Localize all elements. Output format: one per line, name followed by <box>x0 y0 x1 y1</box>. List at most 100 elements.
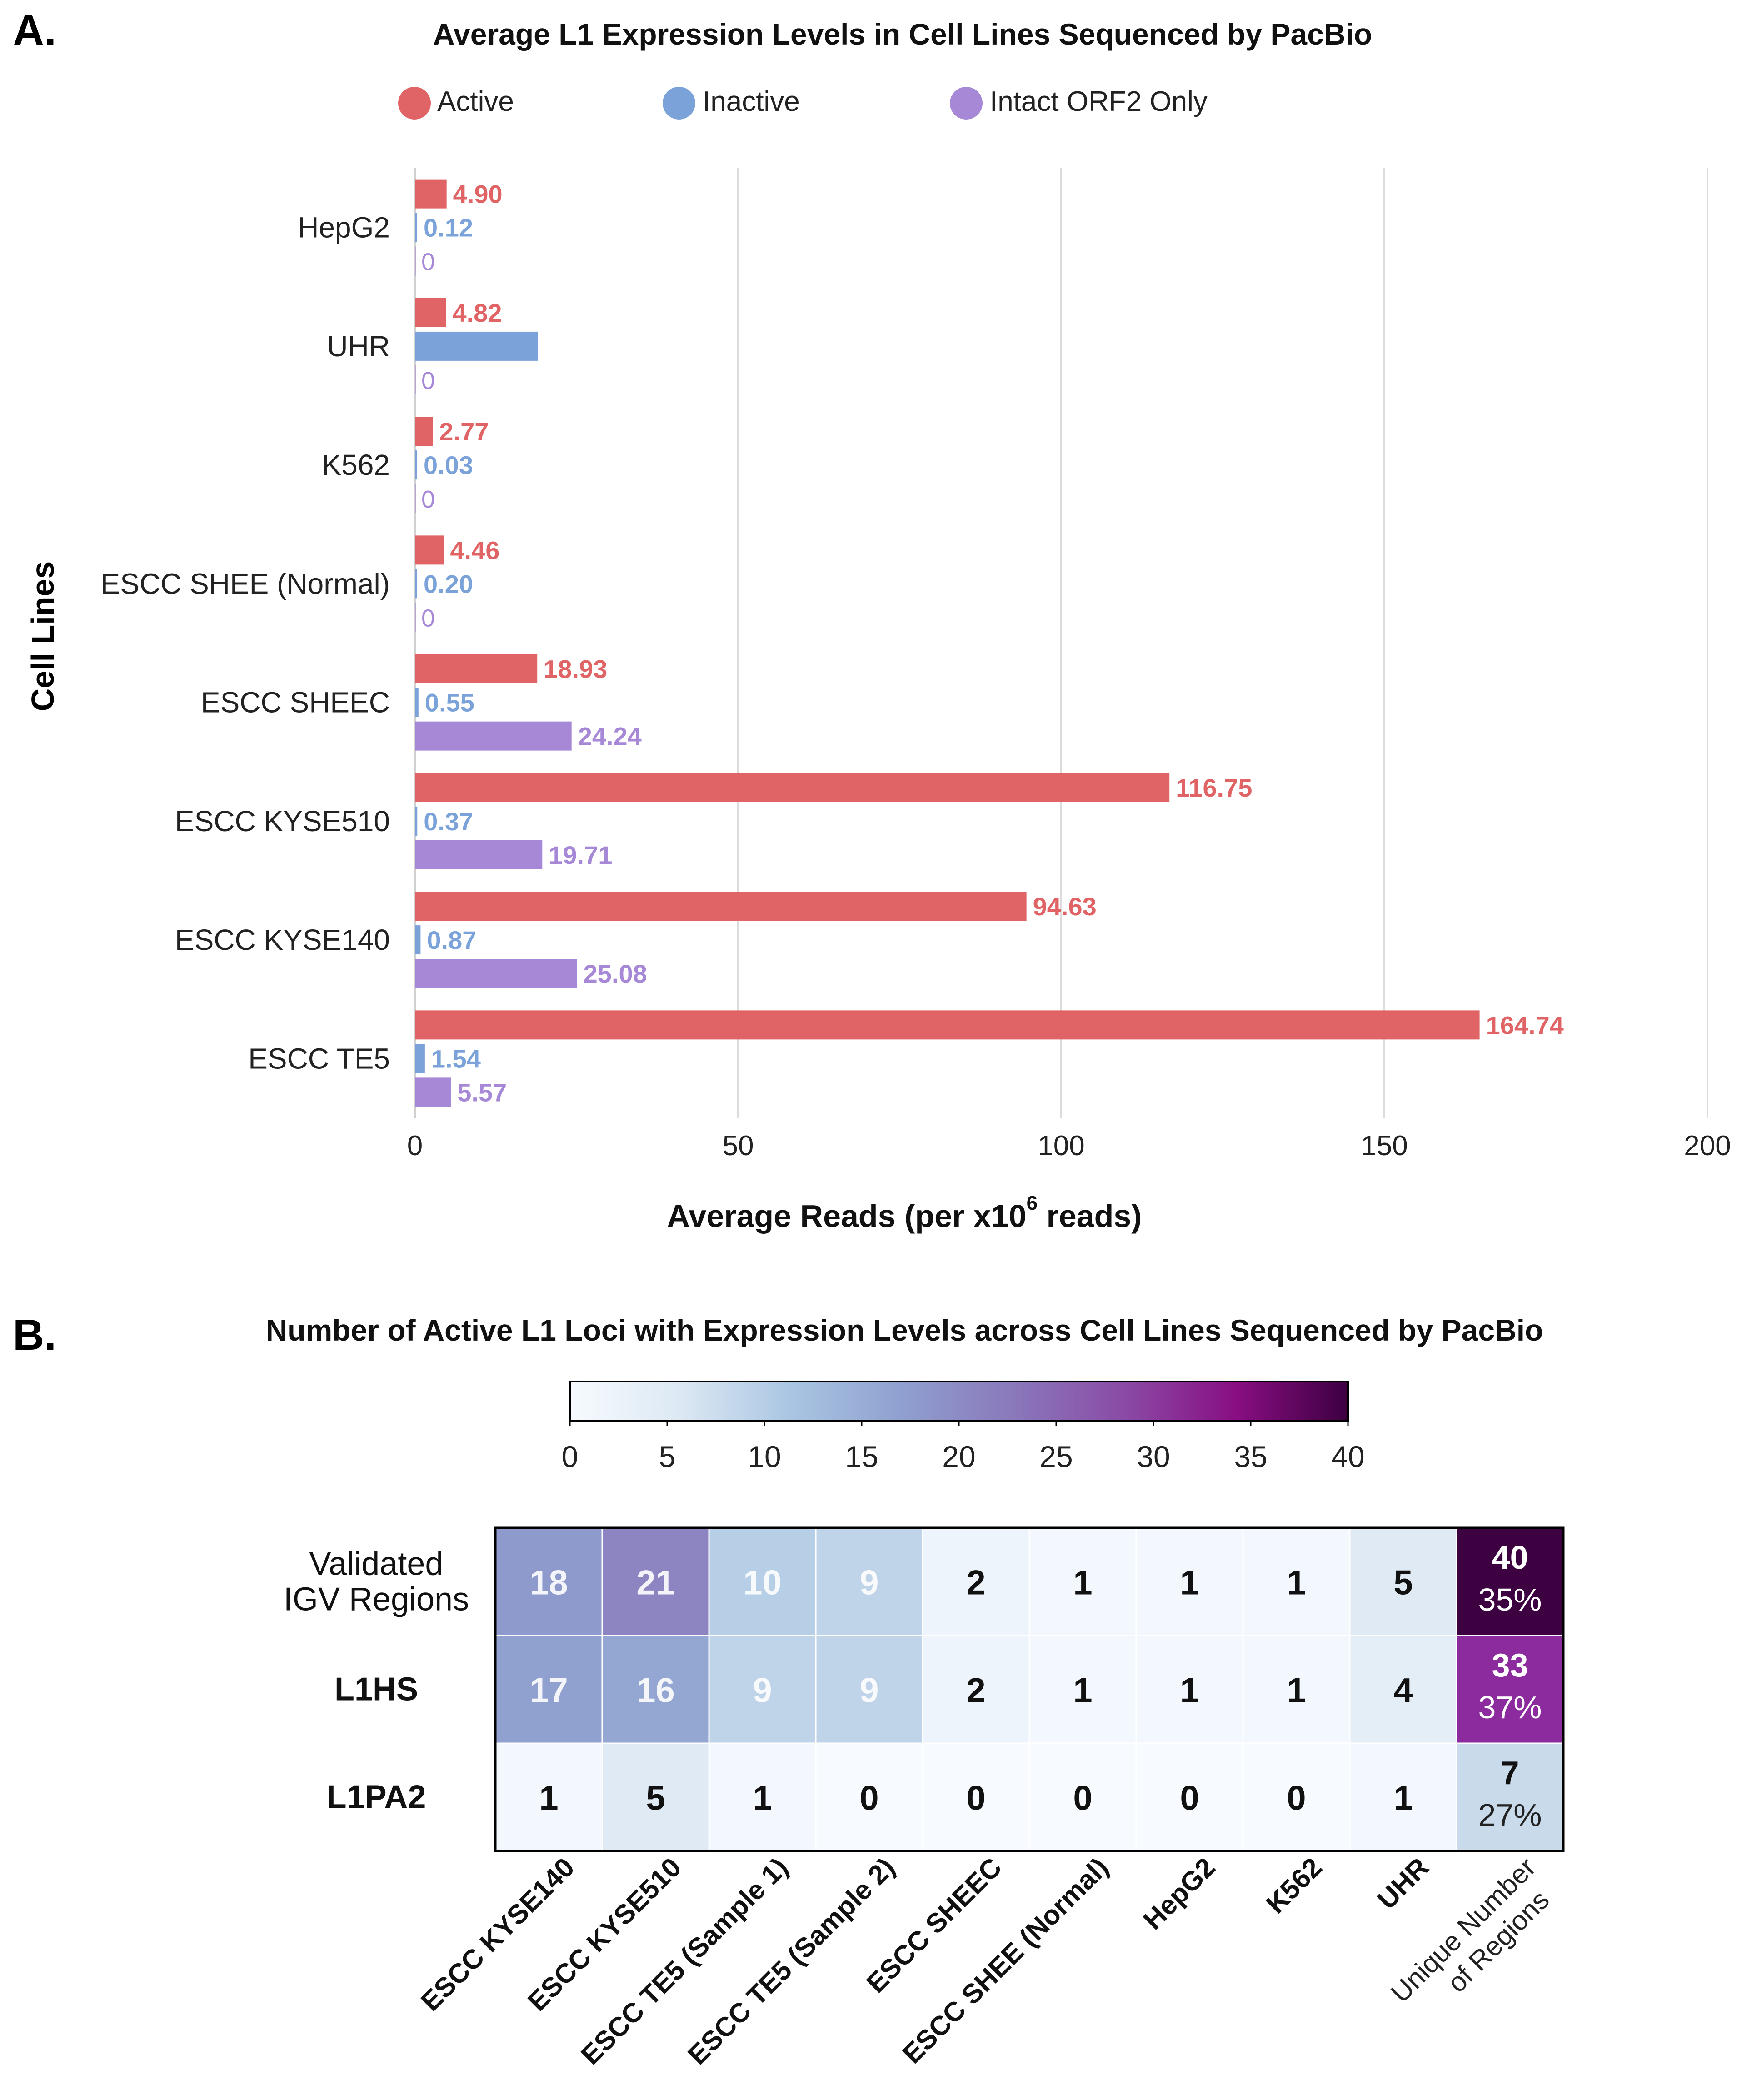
legend-swatch-active <box>398 87 431 120</box>
data-label-inactive-escc-kyse510: 0.37 <box>424 807 473 836</box>
heatmap-cell <box>494 1742 603 1852</box>
heatmap-cell-value: 1 <box>1287 1671 1306 1710</box>
data-label-inactive-escc-te5: 1.54 <box>431 1044 481 1073</box>
category-label-hepg2: HepG2 <box>298 211 390 244</box>
column-label-escc-te5-sample-2: ESCC TE5 (Sample 2) <box>682 1852 900 2070</box>
heatmap-cell <box>815 1635 923 1744</box>
colorbar-tick-labels: 0 5 10 15 20 25 30 35 40 <box>562 1421 1365 1473</box>
heatmap-cell-value: 2 <box>966 1671 985 1710</box>
heatmap-cell-value: 5 <box>1393 1564 1413 1602</box>
x-tick-label-50: 50 <box>723 1130 754 1162</box>
data-label-inactive-k562: 0.03 <box>424 451 473 479</box>
row-label-igv-regions: IGV Regions <box>284 1581 469 1618</box>
data-label-intact-orf2-only-escc-shee-normal: 0 <box>421 604 435 632</box>
bar-intact-orf2-only-escc-te5 <box>415 1077 451 1107</box>
heatmap-cell-value: 0 <box>1287 1779 1306 1818</box>
summary-cell <box>1456 1742 1564 1852</box>
column-label-k562: K562 <box>1260 1852 1328 1920</box>
chart-a-x-tick-labels: 0 50 100 150 200 <box>407 1130 1731 1162</box>
data-label-active-escc-sheec: 18.93 <box>544 655 607 683</box>
heatmap-cell-value: 5 <box>646 1779 665 1818</box>
bar-inactive-escc-te5 <box>415 1044 425 1073</box>
legend-swatch-inactive <box>663 87 695 120</box>
colorbar-tick-label-10: 10 <box>748 1440 781 1473</box>
bar-inactive-escc-shee-normal <box>415 569 417 599</box>
colorbar-tick-label-20: 20 <box>942 1440 975 1473</box>
data-label-active-k562: 2.77 <box>439 417 489 446</box>
heatmap-cell <box>1135 1635 1244 1744</box>
chart-a-title: Average L1 Expression Levels in Cell Lin… <box>433 17 1372 51</box>
heatmap-cell-value: 1 <box>1073 1671 1092 1710</box>
summary-percent: 37% <box>1478 1690 1542 1725</box>
heatmap-cell-value: 17 <box>529 1671 568 1710</box>
heatmap-cell <box>1242 1635 1351 1744</box>
column-label-hepg2: HepG2 <box>1138 1852 1221 1935</box>
heatmap-cell-value: 1 <box>1180 1564 1199 1602</box>
data-label-active-escc-kyse510: 116.75 <box>1176 773 1252 802</box>
summary-percent: 35% <box>1478 1582 1542 1617</box>
x-tick-label-100: 100 <box>1038 1130 1084 1162</box>
row-label-l1hs: L1HS <box>334 1671 418 1708</box>
heatmap-cell <box>1349 1527 1457 1636</box>
bar-inactive-escc-kyse140 <box>415 925 421 955</box>
legend-label-inactive: Inactive <box>703 86 800 117</box>
data-label-active-escc-kyse140: 94.63 <box>1033 892 1097 921</box>
heatmap-cell <box>815 1742 923 1852</box>
legend-swatch-intact-orf2 <box>950 87 983 120</box>
legend-label-intact-orf2: Intact ORF2 Only <box>990 86 1208 117</box>
bar-intact-orf2-only-escc-kyse140 <box>415 959 577 988</box>
heatmap-cell <box>1242 1527 1351 1636</box>
row-label-l1pa2: L1PA2 <box>327 1779 426 1816</box>
data-label-active-hepg2: 4.90 <box>453 180 503 209</box>
heatmap-cell <box>494 1635 603 1744</box>
chart-a-legend: Active Inactive Intact ORF2 Only <box>398 86 1208 120</box>
heatmap-cell-value: 0 <box>1180 1779 1199 1818</box>
x-tick-label-200: 200 <box>1684 1130 1731 1162</box>
chart-a-category-labels: HepG2 UHR K562 ESCC SHEE (Normal) ESCC SHEEC… <box>100 211 390 1075</box>
heatmap-cell <box>1135 1742 1244 1852</box>
category-label-uhr: UHR <box>327 330 390 363</box>
legend-item-active: Active <box>398 86 514 120</box>
heatmap-cell-value: 1 <box>1073 1564 1092 1602</box>
colorbar-tick-label-25: 25 <box>1039 1440 1073 1473</box>
category-label-escc-shee-normal: ESCC SHEE (Normal) <box>100 567 390 600</box>
panel-a-letter: A. <box>13 6 56 55</box>
heatmap-cell <box>1242 1742 1351 1852</box>
bar-intact-orf2-only-hepg2 <box>415 246 416 276</box>
heatmap-cell <box>708 1635 817 1744</box>
heatmap-cell <box>815 1527 923 1636</box>
column-label-escc-shee-normal: ESCC SHEE (Normal) <box>897 1852 1114 2070</box>
bar-inactive-hepg2 <box>415 213 417 242</box>
bar-inactive-escc-sheec <box>415 688 419 717</box>
x-tick-label-0: 0 <box>407 1130 423 1162</box>
bar-active-hepg2 <box>415 179 447 209</box>
colorbar-tick-label-15: 15 <box>845 1440 878 1473</box>
data-label-inactive-hepg2: 0.12 <box>424 214 473 242</box>
bar-intact-orf2-only-k562 <box>415 484 416 514</box>
legend-label-active: Active <box>437 86 514 117</box>
legend-item-inactive: Inactive <box>663 86 800 120</box>
colorbar-tick-label-5: 5 <box>659 1440 676 1473</box>
legend-item-intact-orf2: Intact ORF2 Only <box>950 86 1208 120</box>
column-label-escc-te5-sample-1: ESCC TE5 (Sample 1) <box>575 1852 794 2070</box>
heatmap-cell-value: 2 <box>966 1564 985 1602</box>
bar-active-escc-shee-normal <box>415 535 444 565</box>
heatmap-cell-value: 1 <box>1180 1671 1199 1710</box>
heatmap-cell-value: 16 <box>636 1671 675 1710</box>
bar-intact-orf2-only-escc-sheec <box>415 721 572 751</box>
data-label-intact-orf2-only-escc-kyse140: 25.08 <box>584 959 647 988</box>
bar-inactive-uhr <box>415 331 538 361</box>
category-label-escc-kyse510: ESCC KYSE510 <box>175 805 390 838</box>
bar-inactive-k562 <box>415 450 417 480</box>
x-axis-label-superscript: 6 <box>1027 1192 1038 1214</box>
column-label-uhr: UHR <box>1371 1852 1434 1915</box>
chart-a-x-axis-label: Average Reads (per x106 reads) <box>667 1192 1142 1234</box>
row-label-validated: Validated <box>309 1546 444 1582</box>
summary-percent: 27% <box>1478 1797 1542 1833</box>
data-label-inactive-escc-kyse140: 0.87 <box>427 926 476 954</box>
heatmap-cell <box>922 1635 1030 1744</box>
heatmap-cell-value: 0 <box>859 1779 878 1818</box>
